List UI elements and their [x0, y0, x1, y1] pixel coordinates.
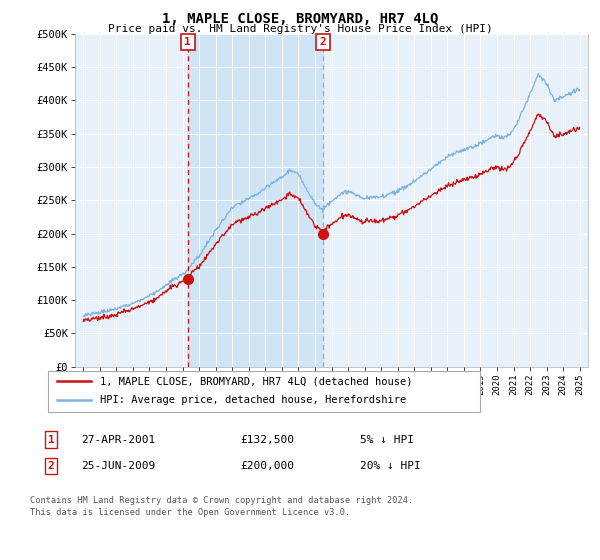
- Text: £200,000: £200,000: [240, 461, 294, 471]
- Text: 20% ↓ HPI: 20% ↓ HPI: [360, 461, 421, 471]
- Text: Contains HM Land Registry data © Crown copyright and database right 2024.: Contains HM Land Registry data © Crown c…: [30, 496, 413, 505]
- Text: 5% ↓ HPI: 5% ↓ HPI: [360, 435, 414, 445]
- Text: £132,500: £132,500: [240, 435, 294, 445]
- Text: 1: 1: [47, 435, 55, 445]
- Text: 25-JUN-2009: 25-JUN-2009: [81, 461, 155, 471]
- Text: Price paid vs. HM Land Registry's House Price Index (HPI): Price paid vs. HM Land Registry's House …: [107, 24, 493, 34]
- Bar: [188, 34, 323, 367]
- Text: HPI: Average price, detached house, Herefordshire: HPI: Average price, detached house, Here…: [100, 395, 406, 405]
- Text: This data is licensed under the Open Government Licence v3.0.: This data is licensed under the Open Gov…: [30, 508, 350, 517]
- Text: 2: 2: [320, 37, 326, 47]
- Text: 1: 1: [184, 37, 191, 47]
- Text: 27-APR-2001: 27-APR-2001: [81, 435, 155, 445]
- Text: 1, MAPLE CLOSE, BROMYARD, HR7 4LQ (detached house): 1, MAPLE CLOSE, BROMYARD, HR7 4LQ (detac…: [100, 376, 412, 386]
- Text: 1, MAPLE CLOSE, BROMYARD, HR7 4LQ: 1, MAPLE CLOSE, BROMYARD, HR7 4LQ: [162, 12, 438, 26]
- Text: 2: 2: [47, 461, 55, 471]
